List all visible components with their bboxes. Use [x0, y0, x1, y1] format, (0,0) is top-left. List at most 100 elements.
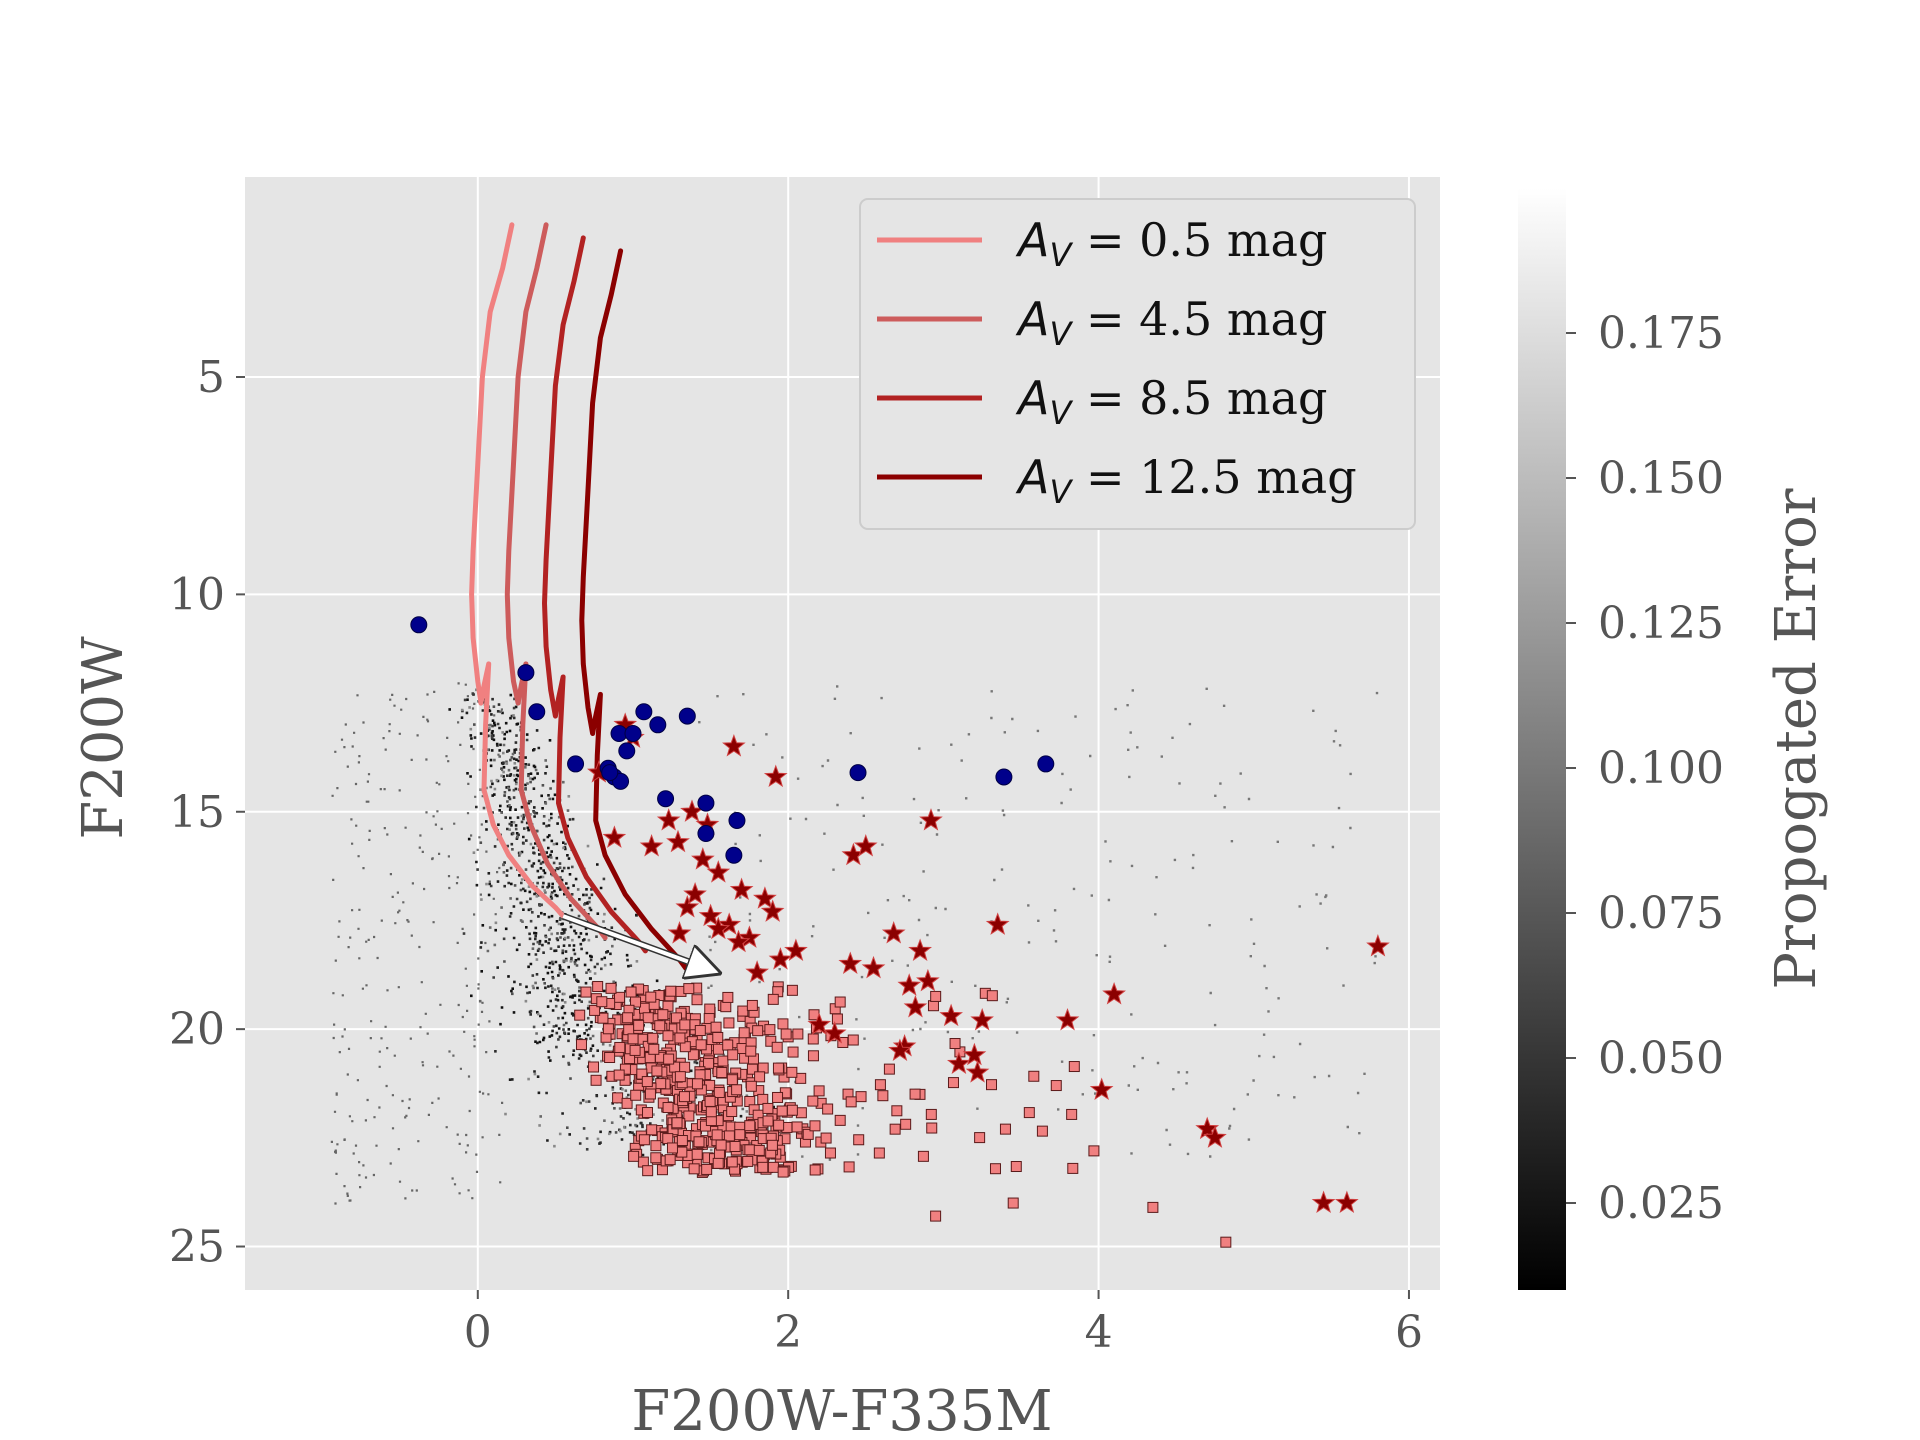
pink-square-point	[754, 1071, 766, 1083]
circle-point	[995, 768, 1013, 786]
star-point	[726, 929, 751, 953]
circle-point	[725, 846, 743, 864]
pink-square-point	[592, 981, 604, 993]
pink-square-point	[845, 1096, 857, 1108]
star-point	[919, 808, 943, 831]
legend-subscript: V	[1049, 473, 1073, 511]
pink-square-point	[723, 1017, 735, 1029]
circle-point	[635, 703, 653, 721]
legend-subscript: V	[1049, 315, 1073, 353]
y-tick-label: 10	[169, 569, 225, 620]
circle-point	[657, 790, 675, 808]
pink-square-point	[638, 1134, 650, 1146]
star-point	[1195, 1116, 1220, 1140]
colorbar-gradient	[1518, 188, 1566, 1290]
pink-square-point	[877, 1090, 889, 1102]
pink-square-point	[647, 1032, 659, 1044]
pink-square-point	[597, 1012, 609, 1024]
pink-square-point	[722, 1039, 734, 1051]
pink-square-point	[1028, 1070, 1040, 1082]
legend-label: AV = 4.5 mag	[1015, 292, 1327, 353]
pink-square-point	[765, 1035, 777, 1047]
pink-square-point	[655, 1078, 667, 1090]
pink-square-point	[753, 1144, 765, 1156]
pink-square-point	[691, 1148, 703, 1160]
pink-square-point	[574, 1009, 586, 1021]
pink-square-point	[604, 1052, 616, 1064]
star-point	[706, 916, 731, 940]
colorbar: 0.025 0.050 0.075 0.100 0.125 0.150 0.175 Prop…	[1518, 188, 1829, 1290]
pink-square-point	[711, 1129, 723, 1141]
legend-subscript: V	[1049, 236, 1073, 274]
pink-square-point	[764, 1024, 776, 1036]
pink-square-point	[731, 1084, 743, 1096]
isochrone-line	[504, 222, 608, 941]
pink-square-point	[628, 1150, 640, 1162]
star-point	[965, 1060, 990, 1083]
legend-box	[859, 198, 1416, 530]
pink-square-point	[622, 1012, 634, 1024]
pink-square-point	[757, 1161, 769, 1173]
pink-square-point	[745, 1045, 757, 1057]
pink-square-point	[776, 1105, 788, 1117]
star-point	[908, 938, 932, 961]
reddening-arrow-line	[562, 914, 718, 973]
pink-square-point	[717, 1055, 729, 1067]
star-point	[666, 829, 690, 853]
red-stars-series	[587, 712, 1390, 1214]
pink-square-point	[795, 1107, 807, 1119]
circle-point	[410, 616, 428, 634]
pink-square-point	[596, 996, 608, 1008]
pink-square-point	[813, 1085, 825, 1097]
pink-square-point	[738, 1027, 750, 1039]
colorbar-tick-label: 0.025	[1598, 1178, 1724, 1229]
pink-square-point	[786, 1104, 798, 1116]
pink-square-point	[777, 1166, 789, 1178]
pink-square-point	[710, 1021, 722, 1033]
y-tick-label: 15	[169, 787, 225, 838]
legend-subscript: V	[1049, 394, 1073, 432]
pink-square-point	[590, 1074, 602, 1086]
legend-symbol: A	[1015, 213, 1049, 267]
colorbar-tick-label: 0.100	[1598, 743, 1724, 794]
star-point	[760, 899, 785, 922]
pink-square-point	[695, 1039, 707, 1051]
pink-square-point	[1050, 1080, 1062, 1092]
colorbar-tick-label: 0.125	[1598, 598, 1724, 649]
pink-square-point	[757, 1093, 769, 1105]
pink-square-point	[712, 1031, 724, 1043]
pink-square-point	[1036, 1125, 1048, 1137]
pink-square-point	[822, 1103, 834, 1115]
pink-square-point	[612, 1092, 624, 1104]
circle-point	[618, 742, 636, 760]
star-point	[947, 1051, 971, 1074]
pink-square-point	[744, 1120, 756, 1132]
pink-square-point	[621, 1097, 633, 1109]
star-point	[667, 921, 692, 944]
star-point	[881, 921, 906, 944]
pink-square-point	[705, 1106, 717, 1118]
star-point	[768, 947, 793, 970]
pink-square-point	[663, 1053, 675, 1065]
pink-square-point	[588, 1061, 600, 1073]
pink-square-point	[602, 1023, 614, 1035]
pink-square-point	[605, 982, 617, 994]
star-point	[691, 847, 715, 870]
pink-square-point	[693, 1136, 705, 1148]
pink-square-point	[703, 1057, 715, 1069]
star-point	[753, 886, 777, 909]
pink-square-point	[820, 1132, 832, 1144]
pink-square-point	[807, 1050, 819, 1062]
pink-square-point	[712, 1043, 724, 1055]
circle-point	[678, 707, 696, 725]
pink-square-point	[688, 1163, 700, 1175]
isochrone-line	[579, 248, 689, 971]
pink-square-point	[831, 1013, 843, 1025]
reddening-arrow	[561, 912, 718, 973]
pink-square-point	[762, 1102, 774, 1114]
star-point	[939, 1003, 963, 1027]
pink-square-point	[974, 1132, 986, 1144]
pink-square-point	[947, 1077, 959, 1089]
